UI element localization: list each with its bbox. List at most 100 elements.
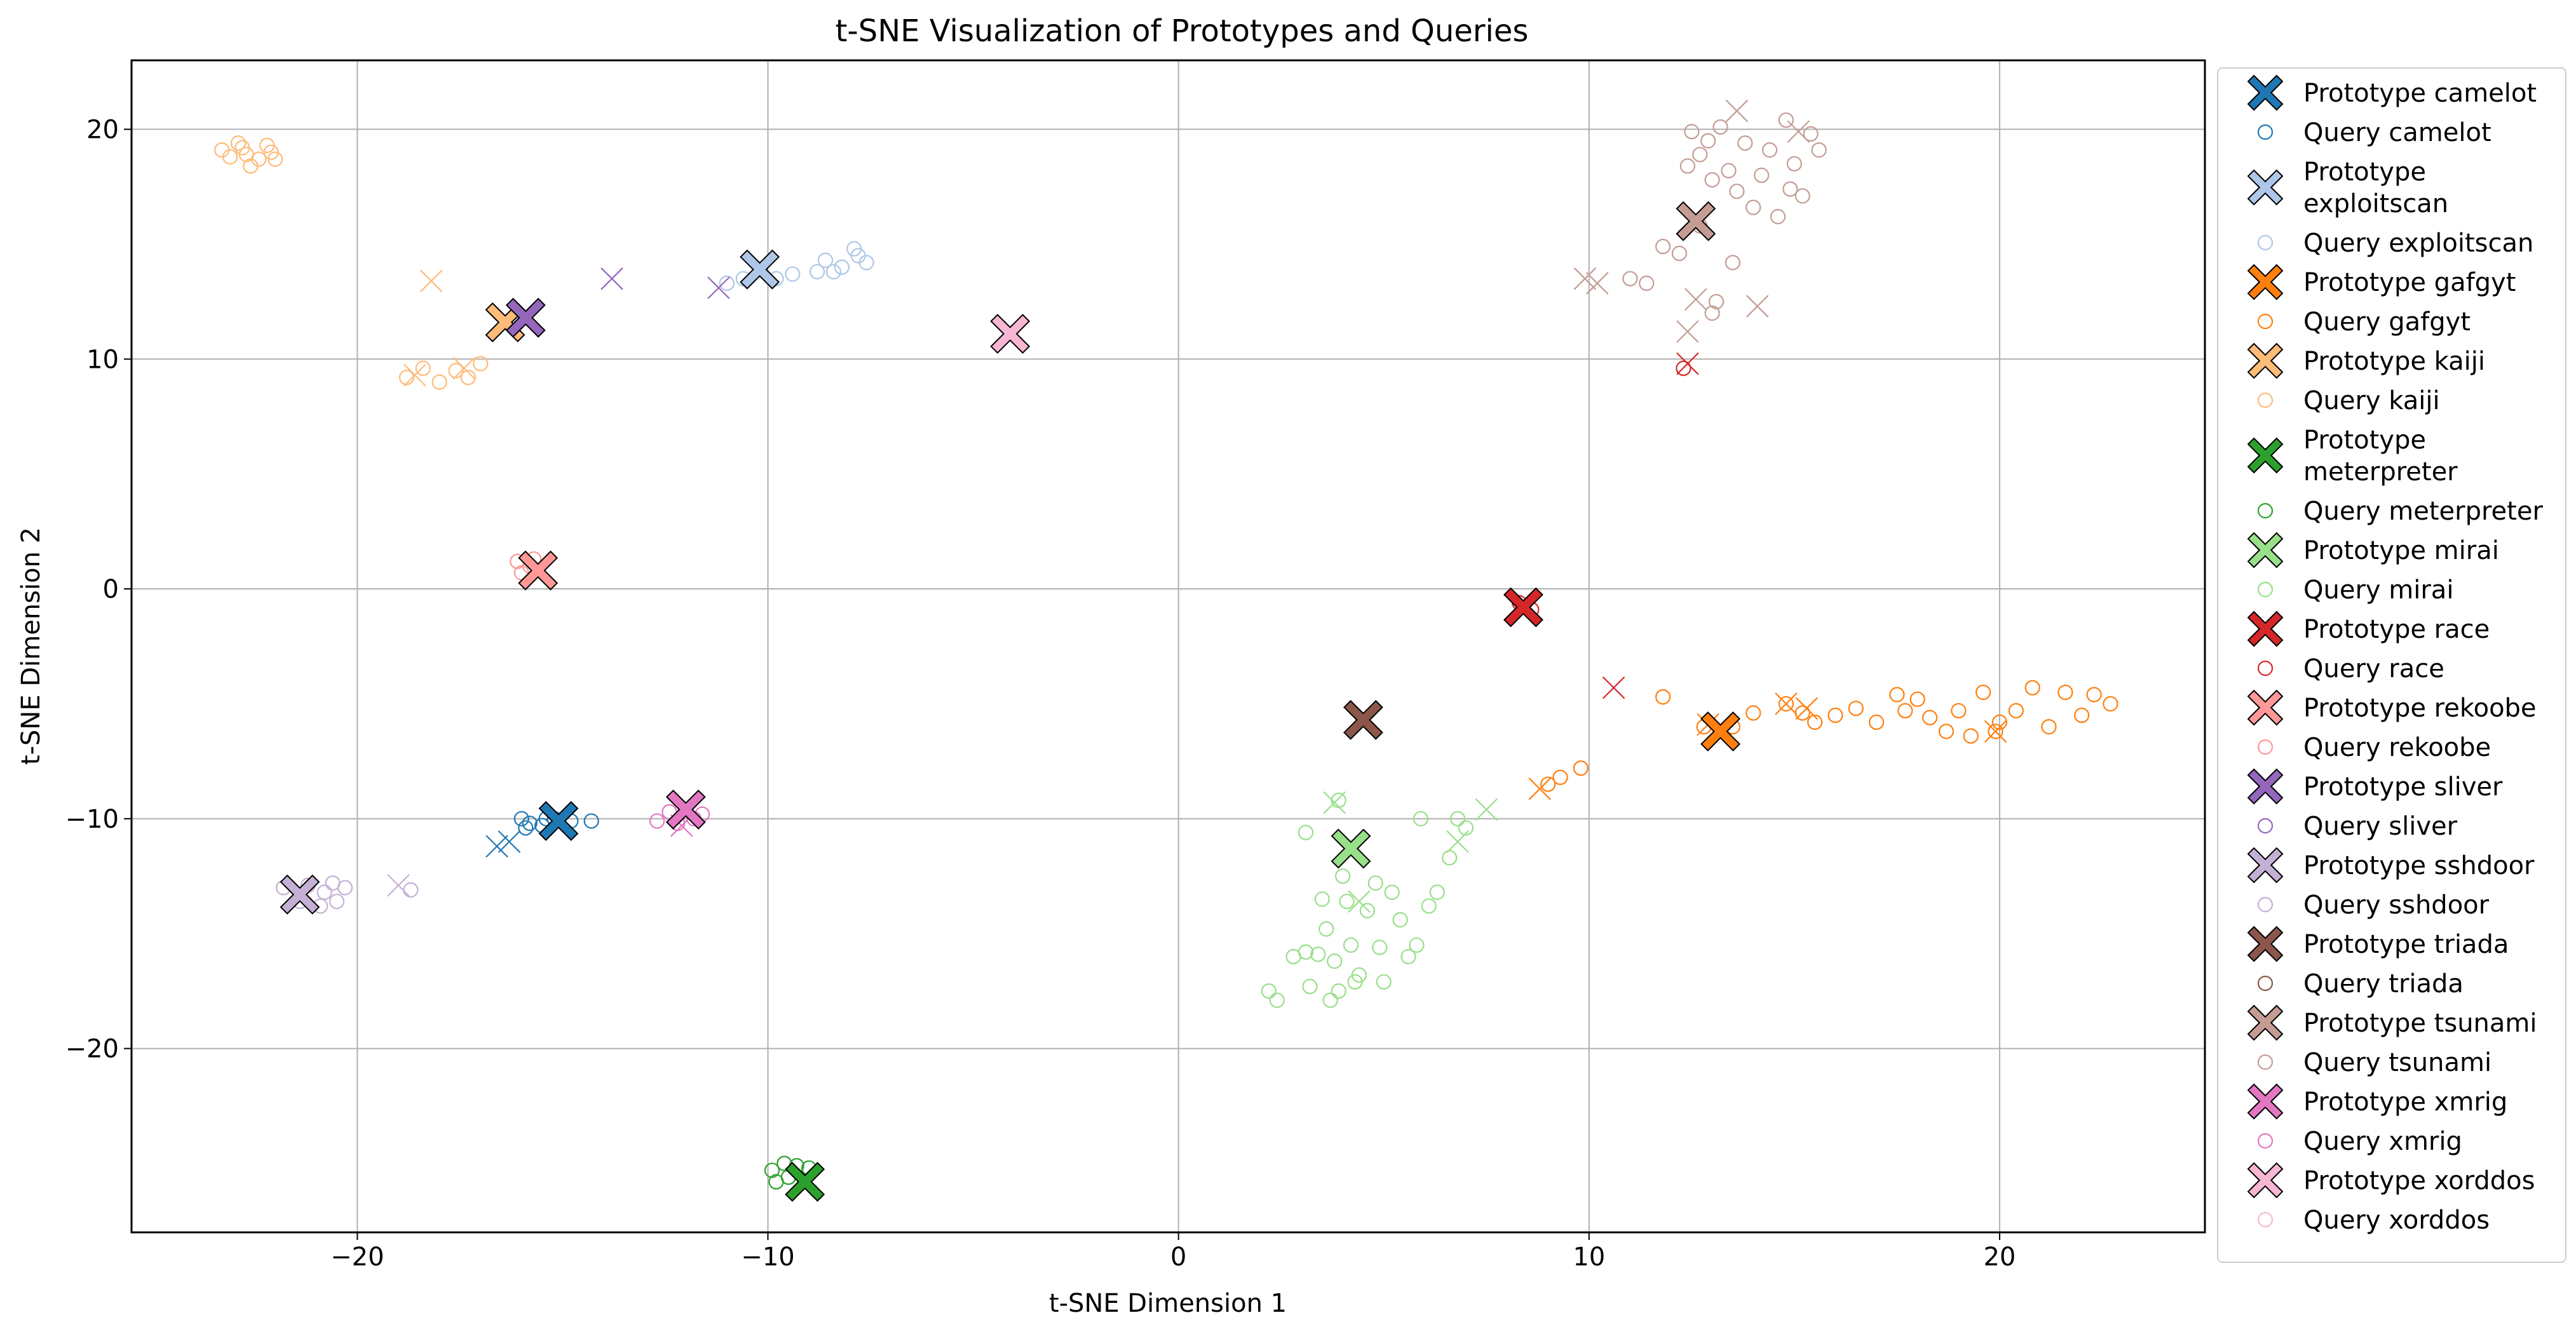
query-point (1746, 705, 1761, 721)
prototype-marker (990, 314, 1031, 354)
query-point (1671, 245, 1688, 261)
query-point (1746, 199, 1761, 215)
query-point (316, 884, 332, 900)
query-point (1314, 891, 1330, 907)
query-point (1704, 172, 1720, 188)
query-point (1811, 142, 1827, 158)
query-point (2103, 696, 2118, 712)
query-point (1458, 820, 1474, 836)
legend-frame (2217, 67, 2566, 1263)
query-point-misclassified (1602, 676, 1625, 699)
query-point (2041, 719, 2057, 735)
legend-label: Query xmrig (2303, 1127, 2462, 1156)
y-tick-label: −20 (65, 1035, 119, 1064)
x-tick-label: −10 (741, 1243, 794, 1272)
query-point (1261, 983, 1277, 999)
legend-label: Prototype gafgyt (2303, 268, 2516, 297)
legend-query-marker (2257, 739, 2274, 755)
query-point (1339, 893, 1355, 910)
query-point-misclassified (1676, 352, 1699, 375)
legend-label: Prototype (2303, 426, 2426, 455)
query-point (1327, 953, 1343, 969)
legend-label: Query kaiji (2303, 386, 2440, 415)
x-tick-label: 10 (1573, 1243, 1605, 1272)
legend-label: Query sshdoor (2303, 891, 2490, 920)
query-point-misclassified (1323, 791, 1346, 814)
x-tick-label: 0 (1170, 1243, 1186, 1272)
query-point (1413, 811, 1428, 826)
query-point (1302, 978, 1318, 995)
query-point (1298, 825, 1314, 840)
query-point-misclassified (707, 276, 730, 299)
query-point (1392, 912, 1408, 928)
legend-query-marker (2257, 234, 2274, 251)
query-point (1700, 133, 1716, 149)
query-point-misclassified (419, 269, 443, 293)
query-point (1351, 967, 1367, 983)
legend-label: Prototype camelot (2303, 79, 2537, 108)
legend-label: Prototype sshdoor (2303, 851, 2535, 880)
x-tick-label: 20 (1983, 1243, 2016, 1272)
legend-prototype-marker (2247, 847, 2284, 884)
query-point-misclassified (1573, 267, 1597, 290)
query-point-misclassified (485, 835, 508, 858)
query-point-misclassified (1475, 798, 1498, 821)
query-point (431, 374, 447, 390)
query-point (1951, 703, 1967, 718)
query-point-misclassified (600, 267, 623, 290)
query-point (834, 259, 850, 275)
legend-query-marker (2257, 581, 2274, 598)
legend-label: Query xorddos (2303, 1206, 2490, 1235)
query-point (513, 811, 529, 826)
query-point-misclassified (1775, 692, 1798, 715)
prototype-marker (505, 297, 546, 338)
legend-label: Query gafgyt (2303, 307, 2471, 337)
legend-prototype-marker (2247, 768, 2284, 805)
query-point (1322, 992, 1338, 1008)
legend-label: Prototype race (2303, 615, 2490, 644)
query-point (817, 252, 834, 268)
legend-prototype-marker (2247, 169, 2284, 206)
query-point (1827, 707, 1843, 724)
legend-query-marker (2257, 660, 2274, 677)
query-point (1963, 728, 1979, 744)
query-point (1400, 948, 1416, 964)
query-point-misclassified (1348, 890, 1371, 913)
query-point (1909, 691, 1925, 707)
query-point (1868, 714, 1885, 730)
legend-prototype-marker (2247, 1162, 2284, 1199)
query-point-misclassified (387, 873, 410, 897)
legend-label: Query exploitscan (2303, 229, 2533, 258)
query-point (1754, 167, 1770, 183)
query-point (1692, 147, 1708, 163)
prototype-marker (280, 874, 320, 915)
legend-label: meterpreter (2303, 457, 2458, 487)
query-point (1988, 724, 2003, 739)
query-point (1737, 135, 1753, 151)
query-point (1712, 119, 1728, 135)
query-point-misclassified (1725, 99, 1749, 123)
query-point (1552, 769, 1568, 785)
query-point-misclassified (1787, 120, 1810, 143)
query-point (243, 158, 259, 174)
query-point (1721, 163, 1737, 179)
query-point (1409, 937, 1425, 953)
legend-prototype-marker (2247, 689, 2284, 726)
x-tick-label: −20 (330, 1243, 384, 1272)
legend-query-marker (2257, 392, 2274, 408)
query-point (325, 875, 341, 891)
legend-prototype-marker (2247, 610, 2284, 647)
query-point (1725, 255, 1741, 271)
query-point (329, 893, 345, 910)
legend-label: Prototype kaiji (2303, 347, 2485, 376)
query-point (1807, 714, 1823, 730)
query-point (1372, 940, 1388, 955)
query-point (1922, 710, 1938, 725)
query-point (1761, 142, 1778, 158)
query-point (583, 813, 599, 829)
query-point (649, 813, 665, 829)
query-point-misclassified (1746, 295, 1769, 318)
query-point-misclassified (1795, 697, 1819, 720)
query-point (1335, 868, 1351, 884)
